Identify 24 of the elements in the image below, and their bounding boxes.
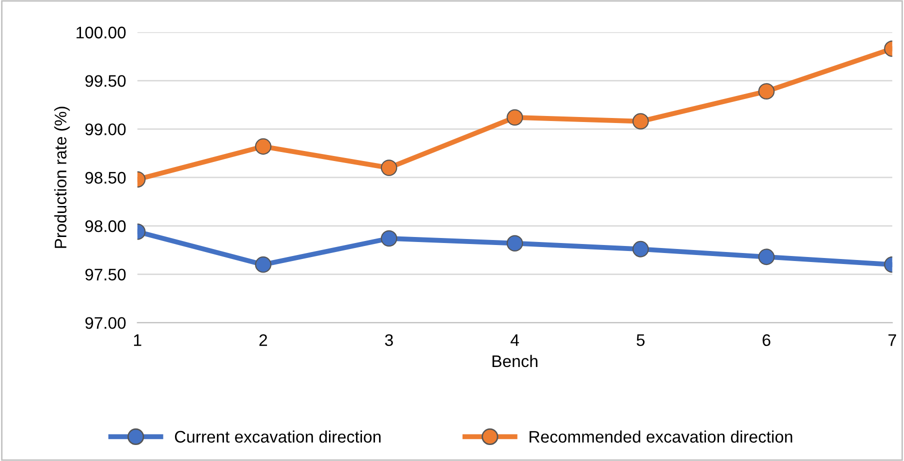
x-tick-label: 6 [762, 334, 770, 346]
x-tick-label: 4 [510, 334, 519, 346]
y-tick-label: 98.50 [85, 172, 126, 184]
y-tick-label: 98.00 [85, 220, 126, 232]
point [632, 240, 649, 258]
point [632, 113, 649, 130]
point [380, 230, 398, 247]
y-tick-label: 97.00 [85, 317, 126, 329]
y-tick-label: 99.00 [85, 123, 126, 136]
point [506, 109, 524, 126]
legend-label: Current excavation direction [174, 430, 381, 443]
x-tick-label: 5 [636, 334, 645, 346]
point [380, 160, 398, 176]
legend-label: Recommended excavation direction [530, 430, 792, 443]
x-tick-label: 1 [134, 334, 142, 346]
x-tick-label: 3 [385, 334, 393, 346]
y-tick-label: 97.50 [85, 268, 126, 280]
y-axis-title: Production rate (%) [54, 106, 70, 248]
point [506, 235, 524, 252]
x-tick-label: 7 [888, 334, 896, 346]
x-tick-label: 2 [259, 334, 268, 346]
y-tick-label: 100.00 [76, 26, 126, 38]
y-tick-label: 99.50 [85, 75, 126, 87]
x-axis-title: Bench [492, 354, 538, 368]
